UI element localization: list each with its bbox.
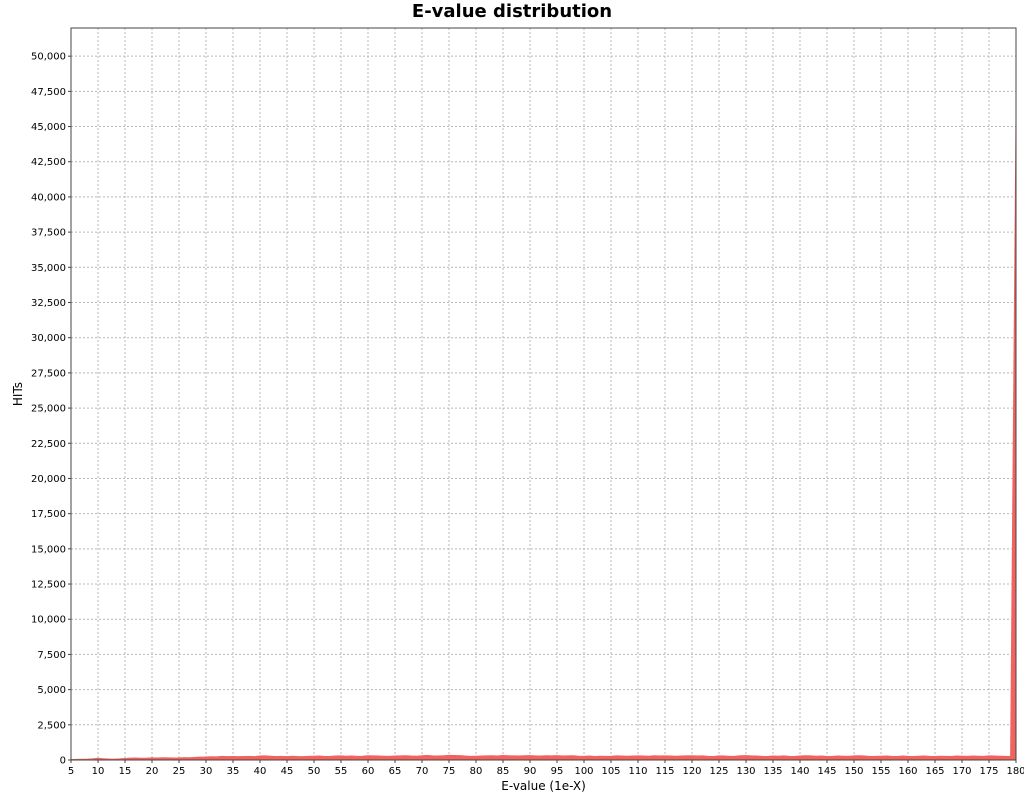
y-axis-ticks: 0 2,500 5,000 7,500 10,000 12,500 15,000 17,500… [31, 52, 71, 767]
x-tick-label: 105 [601, 766, 620, 777]
grid-lines [70, 28, 1017, 760]
x-tick-label: 50 [308, 766, 321, 777]
y-tick-label: 45,000 [31, 122, 66, 133]
x-tick-label: 110 [628, 766, 647, 777]
y-tick-label: 22,500 [31, 439, 66, 450]
x-axis-label: E-value (1e-X) [501, 779, 586, 793]
y-tick-label: 12,500 [31, 580, 66, 591]
y-tick-label: 15,000 [31, 544, 66, 555]
x-tick-label: 40 [254, 766, 267, 777]
x-tick-label: 60 [362, 766, 375, 777]
x-axis-ticks: 5 10 15 20 25 30 35 40 45 50 55 60 65 70 75 80 85 90 95 100… [68, 760, 1024, 777]
x-tick-label: 30 [200, 766, 213, 777]
x-tick-label: 165 [925, 766, 944, 777]
x-tick-label: 95 [551, 766, 564, 777]
x-tick-label: 130 [736, 766, 755, 777]
x-tick-label: 5 [68, 766, 74, 777]
y-tick-label: 30,000 [31, 333, 66, 344]
y-tick-label: 50,000 [31, 52, 66, 63]
x-tick-label: 115 [655, 766, 674, 777]
x-tick-label: 35 [227, 766, 240, 777]
x-tick-label: 70 [416, 766, 429, 777]
x-tick-label: 155 [871, 766, 890, 777]
x-tick-label: 80 [470, 766, 483, 777]
x-tick-label: 145 [817, 766, 836, 777]
y-tick-label: 35,000 [31, 263, 66, 274]
y-tick-label: 0 [60, 756, 66, 767]
x-tick-label: 90 [524, 766, 537, 777]
chart-title: E-value distribution [411, 1, 613, 22]
series-area [70, 119, 1017, 761]
data-layer [70, 119, 1017, 761]
y-tick-label: 47,500 [31, 87, 66, 98]
x-tick-label: 75 [443, 766, 456, 777]
x-tick-label: 180 [1006, 766, 1024, 777]
y-tick-label: 40,000 [31, 192, 66, 203]
x-tick-label: 85 [497, 766, 510, 777]
x-tick-label: 150 [844, 766, 863, 777]
x-tick-label: 65 [389, 766, 402, 777]
x-tick-label: 120 [682, 766, 701, 777]
x-tick-label: 170 [952, 766, 971, 777]
x-tick-label: 20 [146, 766, 159, 777]
x-tick-label: 45 [281, 766, 294, 777]
x-tick-label: 55 [335, 766, 348, 777]
x-tick-label: 160 [898, 766, 917, 777]
x-tick-label: 15 [119, 766, 132, 777]
y-tick-label: 17,500 [31, 509, 66, 520]
x-tick-label: 25 [173, 766, 186, 777]
x-tick-label: 135 [763, 766, 782, 777]
y-tick-label: 25,000 [31, 404, 66, 415]
y-tick-label: 5,000 [37, 685, 66, 696]
y-tick-label: 2,500 [37, 720, 66, 731]
y-tick-label: 7,500 [37, 650, 66, 661]
x-tick-label: 100 [574, 766, 593, 777]
y-tick-label: 37,500 [31, 228, 66, 239]
y-axis-label: HITs [11, 382, 25, 406]
y-tick-label: 10,000 [31, 615, 66, 626]
x-tick-label: 10 [92, 766, 105, 777]
x-tick-label: 175 [979, 766, 998, 777]
y-tick-label: 20,000 [31, 474, 66, 485]
x-tick-label: 125 [709, 766, 728, 777]
y-tick-label: 32,500 [31, 298, 66, 309]
y-tick-label: 27,500 [31, 368, 66, 379]
y-tick-label: 42,500 [31, 157, 66, 168]
plot-frame [70, 27, 1017, 761]
x-tick-label: 140 [790, 766, 809, 777]
